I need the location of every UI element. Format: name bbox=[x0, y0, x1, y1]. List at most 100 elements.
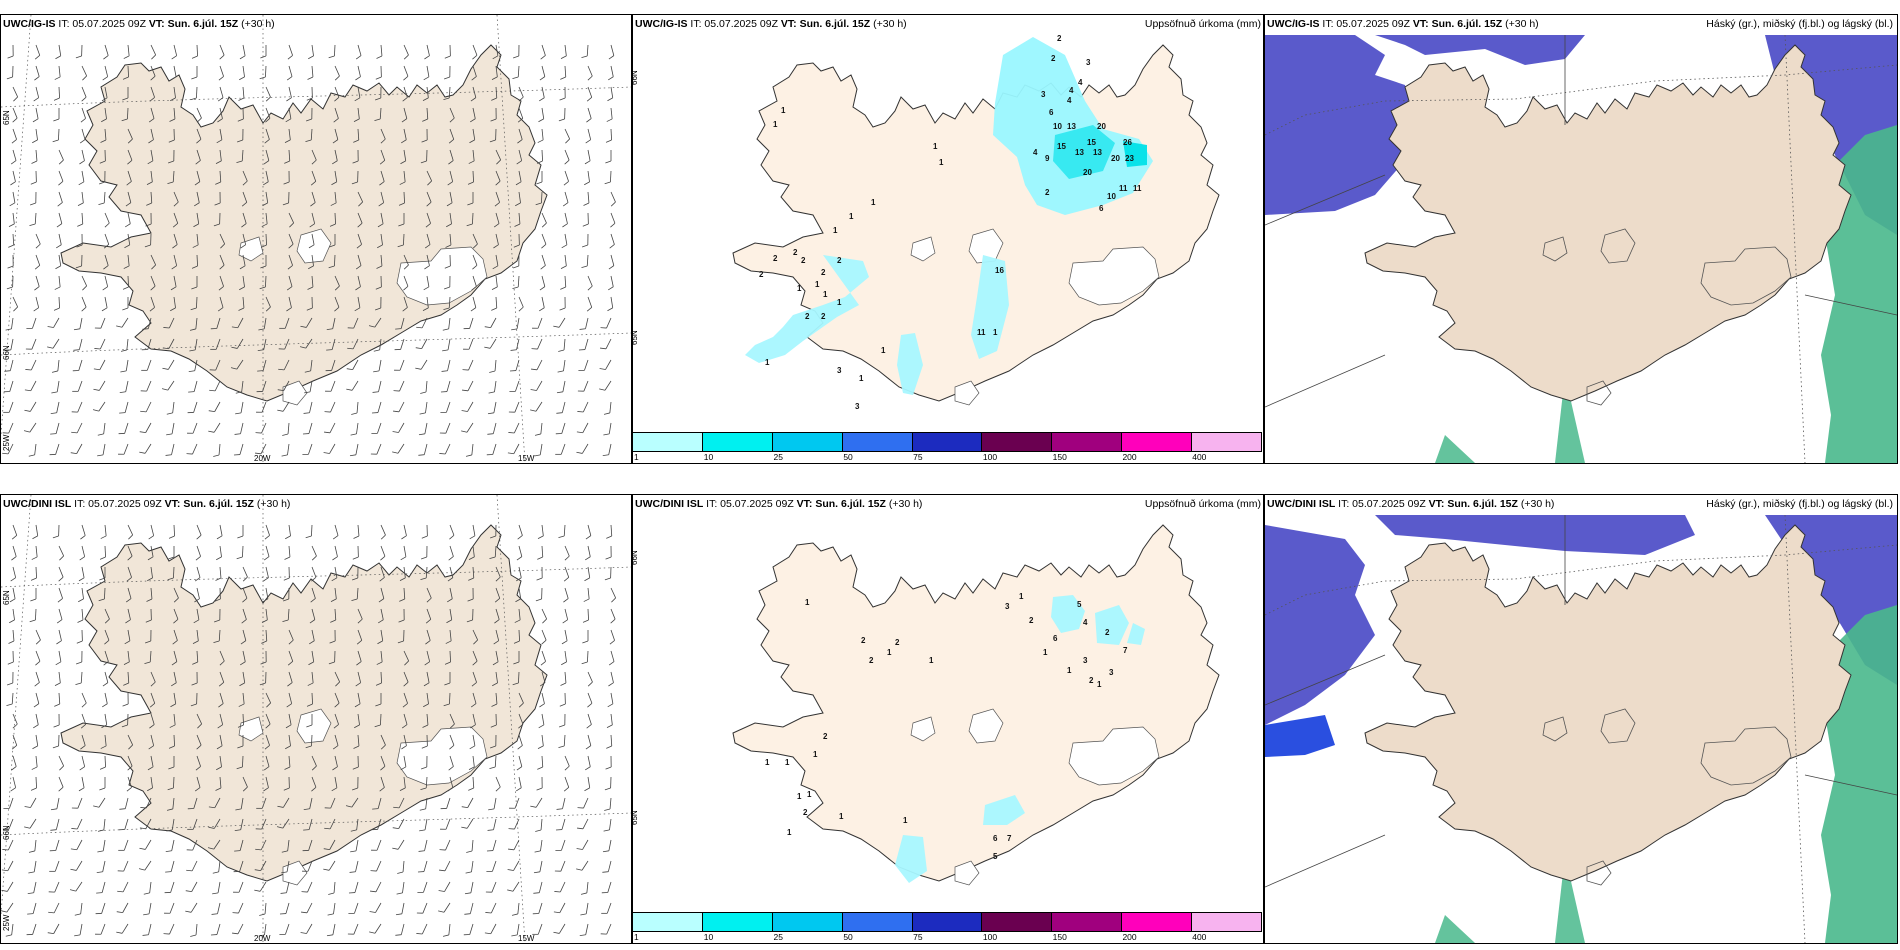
precip-value: 2 bbox=[773, 254, 778, 263]
lat-label: 66N bbox=[633, 550, 639, 565]
precip-value: 9 bbox=[1045, 154, 1050, 163]
wind-map-panel-row1: UWC/IG-IS IT: 05.07.2025 09Z VT: Sun. 6.… bbox=[0, 14, 632, 464]
colorbar-segment bbox=[842, 433, 913, 451]
cloud-map bbox=[1265, 495, 1897, 943]
precip-value: 1 bbox=[859, 374, 864, 383]
precip-value: 26 bbox=[1123, 138, 1132, 147]
colorbar-segment bbox=[1192, 913, 1262, 931]
colorbar-tick: 150 bbox=[1052, 452, 1067, 462]
panel-title: UWC/DINI ISL IT: 05.07.2025 09Z VT: Sun.… bbox=[3, 498, 290, 510]
colorbar-segment bbox=[1052, 433, 1123, 451]
precip-colorbar-row2 bbox=[632, 912, 1262, 932]
model-name: UWC/DINI ISL bbox=[1267, 498, 1336, 510]
precip-value: 1 bbox=[929, 656, 934, 665]
init-time: IT: 05.07.2025 09Z bbox=[706, 498, 794, 510]
panel-title: UWC/IG-IS IT: 05.07.2025 09Z VT: Sun. 6.… bbox=[635, 18, 907, 30]
lon-label-15w-row2: 15W bbox=[518, 934, 535, 943]
precip-value: 2 bbox=[869, 656, 874, 665]
init-time: IT: 05.07.2025 09Z bbox=[1338, 498, 1426, 510]
precip-value: 2 bbox=[821, 312, 826, 321]
lon-label-20w-row2: 20W bbox=[254, 934, 271, 943]
colorbar-tick: 100 bbox=[982, 452, 998, 462]
precip-value: 20 bbox=[1083, 168, 1092, 177]
lat-label-66n: 65N bbox=[2, 110, 11, 125]
precip-value: 4 bbox=[1067, 96, 1072, 105]
precip-value: 1 bbox=[933, 142, 938, 151]
precip-value: 2 bbox=[1105, 628, 1110, 637]
precip-value: 15 bbox=[1057, 142, 1066, 151]
precip-value: 1 bbox=[993, 328, 998, 337]
colorbar-segment bbox=[1052, 913, 1123, 931]
valid-time: VT: Sun. 6.júl. 15Z bbox=[1428, 498, 1518, 510]
precip-value: 2 bbox=[1029, 616, 1034, 625]
colorbar-segment bbox=[842, 913, 913, 931]
precip-value: 2 bbox=[801, 256, 806, 265]
precip-value: 2 bbox=[793, 248, 798, 257]
precip-colorbar-ticks-row2: 1 10 25 50 75 100 150 200 400 bbox=[632, 932, 1260, 944]
valid-time: VT: Sun. 6.júl. 15Z bbox=[148, 18, 239, 30]
colorbar-tick: 75 bbox=[913, 452, 923, 462]
precip-value: 11 bbox=[1119, 184, 1128, 193]
colorbar-tick: 10 bbox=[703, 452, 714, 462]
colorbar-segment bbox=[772, 433, 843, 451]
init-time: IT: 05.07.2025 09Z bbox=[74, 498, 162, 510]
precip-value: 2 bbox=[805, 312, 810, 321]
lat-label: 65N bbox=[633, 810, 639, 825]
precip-value: 13 bbox=[1093, 148, 1102, 157]
precip-value: 4 bbox=[1083, 618, 1088, 627]
lon-label-20w-row1: 20W bbox=[254, 454, 271, 463]
wind-map: 65N 66N 25W bbox=[1, 15, 631, 463]
lead-time: (+30 h) bbox=[888, 498, 923, 510]
product-title: Uppsöfnuð úrkoma (mm) bbox=[1144, 498, 1261, 510]
panel-title: UWC/DINI ISL IT: 05.07.2025 09Z VT: Sun.… bbox=[1267, 498, 1554, 510]
lon-label-15w-row1: 15W bbox=[518, 454, 535, 463]
precip-value: 4 bbox=[1033, 148, 1038, 157]
precip-value: 1 bbox=[787, 828, 792, 837]
precip-value: 7 bbox=[1123, 646, 1128, 655]
precip-value: 2 bbox=[837, 256, 842, 265]
precip-value: 3 bbox=[837, 366, 842, 375]
precip-value: 1 bbox=[797, 792, 802, 801]
precip-value: 1 bbox=[837, 298, 842, 307]
colorbar-tick: 400 bbox=[1192, 452, 1207, 462]
valid-time: VT: Sun. 6.júl. 15Z bbox=[796, 498, 886, 510]
precip-value: 2 bbox=[759, 270, 764, 279]
precip-value: 10 bbox=[1107, 192, 1116, 201]
product-title: Háský (gr.), miðský (fj.bl.) og lágský (… bbox=[1706, 18, 1893, 30]
precip-value: 1 bbox=[765, 758, 770, 767]
precip-value: 2 bbox=[821, 268, 826, 277]
precip-value: 10 bbox=[1053, 122, 1062, 131]
colorbar-segment bbox=[982, 433, 1053, 451]
precip-value: 1 bbox=[881, 346, 886, 355]
precip-value: 6 bbox=[993, 834, 998, 843]
valid-time: VT: Sun. 6.júl. 15Z bbox=[780, 18, 871, 30]
precip-value: 1 bbox=[805, 598, 810, 607]
precip-value: 3 bbox=[855, 402, 860, 411]
precip-value: 1 bbox=[939, 158, 944, 167]
precip-value: 16 bbox=[995, 266, 1004, 275]
precip-value: 1 bbox=[1067, 666, 1072, 675]
precip-value: 1 bbox=[823, 290, 828, 299]
lat-label: 65N bbox=[633, 330, 639, 345]
precip-value: 3 bbox=[1083, 656, 1088, 665]
valid-time: VT: Sun. 6.júl. 15Z bbox=[1412, 18, 1503, 30]
precip-value: 6 bbox=[1053, 634, 1058, 643]
precip-value: 13 bbox=[1075, 148, 1084, 157]
precip-value: 5 bbox=[993, 852, 998, 861]
precip-value: 6 bbox=[1049, 108, 1054, 117]
lead-time: (+30 h) bbox=[256, 498, 291, 510]
precip-value: 4 bbox=[1078, 78, 1083, 87]
panel-title: UWC/IG-IS IT: 05.07.2025 09Z VT: Sun. 6.… bbox=[1267, 18, 1539, 30]
precip-value: 7 bbox=[1007, 834, 1012, 843]
wind-map-panel-row2: UWC/DINI ISL IT: 05.07.2025 09Z VT: Sun.… bbox=[0, 494, 632, 944]
precip-value: 1 bbox=[849, 212, 854, 221]
precip-value: 1 bbox=[773, 120, 778, 129]
panel-title: UWC/DINI ISL IT: 05.07.2025 09Z VT: Sun.… bbox=[635, 498, 922, 510]
colorbar-tick: 1 bbox=[634, 452, 639, 462]
precip-value: 2 bbox=[823, 732, 828, 741]
colorbar-tick: 100 bbox=[982, 932, 998, 942]
precip-value: 13 bbox=[1067, 122, 1076, 131]
precip-value: 1 bbox=[833, 226, 838, 235]
lead-time: (+30 h) bbox=[241, 18, 275, 30]
